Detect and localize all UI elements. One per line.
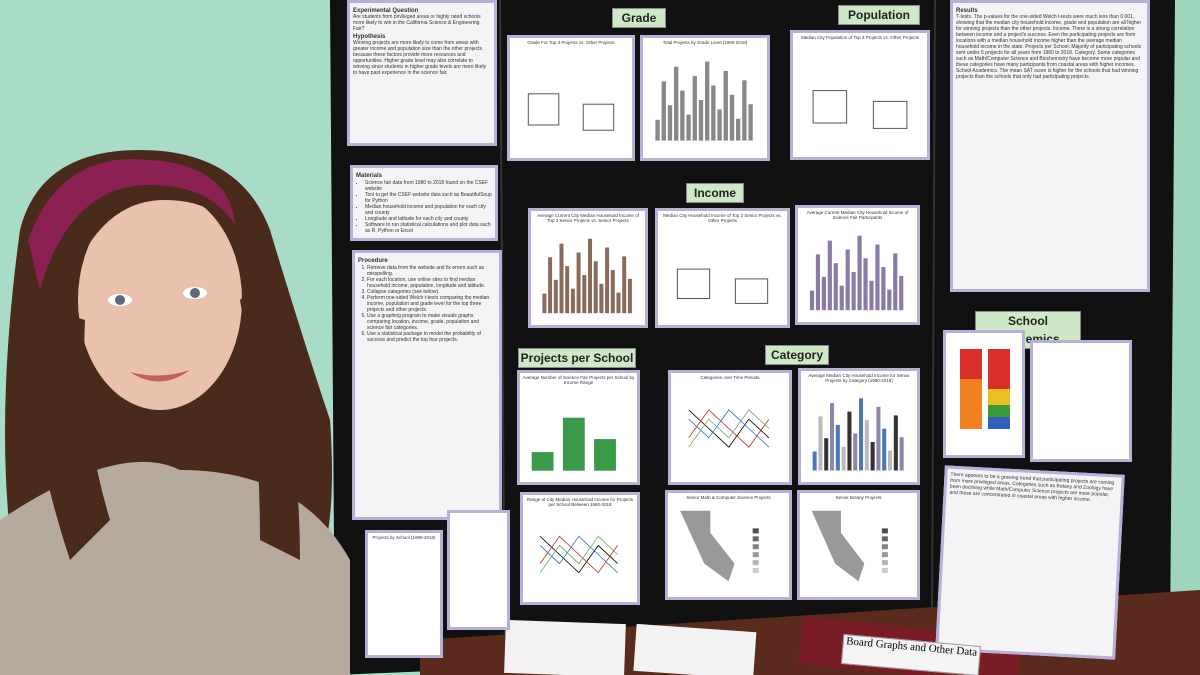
- heading: Results: [956, 8, 978, 14]
- section-heading: Category: [765, 345, 829, 365]
- list-item: For each location, use online sites to f…: [367, 277, 496, 289]
- chart-graphic: [527, 93, 615, 131]
- chart-image: Median City Population of Top 3 Projects…: [790, 30, 930, 160]
- section-heading: Grade: [612, 8, 666, 28]
- chart-title: Total Projects by Grade Level (1980-2018…: [662, 40, 748, 45]
- chart-image: [447, 510, 510, 630]
- chart-title: Projects by School (1980-2018): [372, 535, 436, 540]
- chart-image: Range of City Median Household Income fo…: [520, 492, 640, 605]
- chart-title: Average Current City Median Household In…: [537, 213, 639, 223]
- results-panel: Results T-tests. The p-values for the on…: [950, 0, 1150, 292]
- chart-graphic: [531, 417, 616, 471]
- procedure-panel: Procedure Retrieve data from the website…: [352, 250, 502, 520]
- text: T-tests. The p-values for the one-sided …: [956, 14, 1142, 80]
- chart-graphic: [688, 409, 770, 448]
- chart-graphic: [655, 61, 753, 141]
- chart-title: Median City Population of Top 3 Projects…: [801, 35, 919, 40]
- list-item: Software to run statistical calculations…: [365, 222, 492, 234]
- list-item: Science fair data from 1980 to 2018 foun…: [365, 180, 492, 192]
- list: Retrieve data from the website and fix e…: [358, 265, 496, 343]
- chart-graphic: [812, 398, 904, 471]
- chart-image: Average Current Median City Household In…: [795, 205, 920, 325]
- stacked-image: [960, 349, 1010, 429]
- conclusion-panel: There appears to be a growing trend that…: [935, 465, 1125, 660]
- chart-image: Average Current City Median Household In…: [528, 208, 648, 328]
- list-item: Median household income and population f…: [365, 204, 492, 216]
- chart-image: [943, 330, 1025, 458]
- text: Are students from privileged areas or hi…: [353, 14, 481, 32]
- chart-image: Grade For Top 3 Projects vs. Other Proje…: [507, 35, 635, 161]
- materials-panel: Materials Science fair data from 1980 to…: [350, 165, 498, 241]
- section-heading: Population: [838, 5, 920, 25]
- chart-image: Categories over Time Periods: [668, 370, 792, 485]
- chart-graphic: [811, 510, 888, 582]
- chart-image: [1030, 340, 1132, 462]
- chart-graphic: [676, 268, 769, 304]
- chart-title: Range of City Median Household Income fo…: [526, 497, 634, 507]
- chart-title: Grade For Top 3 Projects vs. Other Proje…: [527, 40, 615, 45]
- question-panel: Experimental Question Are students from …: [347, 0, 497, 146]
- list-item: Retrieve data from the website and fix e…: [367, 265, 496, 277]
- list-item: Longitude and latitude for each city and…: [365, 216, 492, 222]
- list-item: Perform one-sided Welch t-tests comparin…: [367, 295, 496, 313]
- section-heading: Projects per School: [518, 348, 636, 368]
- chart-image: Senior Botany Projects: [797, 490, 920, 600]
- list: Science fair data from 1980 to 2018 foun…: [356, 180, 492, 234]
- list-item: Tool to get the CSEF website data such a…: [365, 192, 492, 204]
- heading: Materials: [356, 173, 383, 179]
- list-item: Use a graphing program to make visuals g…: [367, 313, 496, 331]
- chart-graphic: [809, 235, 904, 311]
- chart-title: Senior Botany Projects: [835, 495, 882, 500]
- chart-graphic: [680, 510, 759, 582]
- chart-title: Categories over Time Periods: [700, 375, 760, 380]
- chart-title: Senior Math & Computer Science Projects: [686, 495, 771, 500]
- list-item: Use a statistical package to model the p…: [367, 331, 496, 343]
- heading: Experimental Question: [353, 8, 419, 14]
- chart-image: Total Projects by Grade Level (1980-2018…: [640, 35, 770, 161]
- chart-image: Senior Math & Computer Science Projects: [665, 490, 792, 600]
- chart-image: Average Median City Household Income for…: [798, 368, 920, 485]
- text: Winning projects are more likely to come…: [353, 40, 487, 76]
- chart-image: Median City Household Income of Top 3 Se…: [655, 208, 790, 328]
- chart-graphic: [812, 90, 908, 129]
- heading: Hypothesis: [353, 34, 386, 40]
- map-image: Projects by School (1980-2018): [365, 530, 443, 658]
- chart-graphic: [539, 535, 618, 574]
- chart-graphic: [542, 238, 632, 314]
- chart-title: Average Number of Science Fair Projects …: [522, 375, 635, 385]
- heading: Procedure: [358, 258, 388, 264]
- chart-title: Average Current Median City Household In…: [806, 210, 909, 220]
- text: There appears to be a growing trend that…: [949, 471, 1115, 504]
- chart-image: Average Number of Science Fair Projects …: [517, 370, 640, 485]
- list-item: Collapse categories (see below).: [367, 289, 496, 295]
- chart-title: Average Median City Household Income for…: [808, 373, 910, 383]
- section-heading: Income: [686, 183, 744, 203]
- chart-title: Median City Household Income of Top 3 Se…: [663, 213, 782, 223]
